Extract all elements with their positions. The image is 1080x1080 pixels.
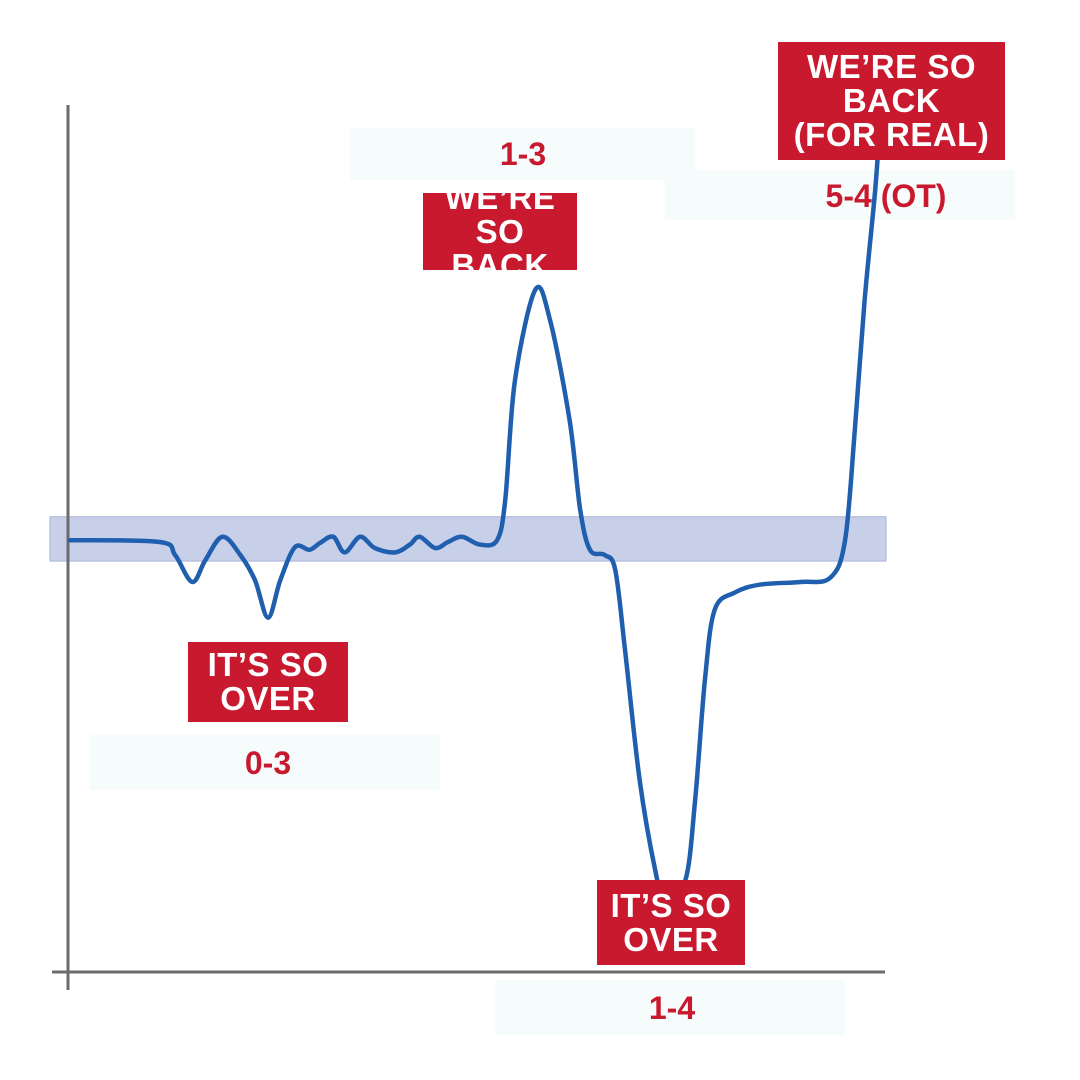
annotation-label-its-so-over-1: IT’S SO OVER xyxy=(188,642,348,722)
score-backdrop xyxy=(495,980,845,1035)
annotation-label-were-so-back-1: WE’RE SO BACK xyxy=(423,180,577,282)
score-1-4: 1-4 xyxy=(648,990,696,1026)
score-backdrop xyxy=(350,128,695,180)
annotation-label-its-so-over-2: IT’S SO OVER xyxy=(597,880,745,965)
label-line: BACK xyxy=(842,82,941,119)
label-line: OVER xyxy=(220,680,316,717)
score-0-3: 0-3 xyxy=(244,745,292,781)
score-5-4-ot: 5-4 (OT) xyxy=(825,178,947,214)
label-line: BACK xyxy=(451,246,549,284)
label-line: WE’RE SO xyxy=(444,178,556,250)
annotation-label-were-so-back-for-real: WE’RE SO BACK (FOR REAL) xyxy=(778,42,1005,160)
score-backdrop xyxy=(90,735,440,790)
label-line: WE’RE SO xyxy=(806,48,977,85)
label-line: OVER xyxy=(623,920,719,958)
sentiment-line xyxy=(67,117,883,903)
label-line: IT’S SO xyxy=(207,646,329,683)
score-1-3: 1-3 xyxy=(499,136,547,172)
label-line: (FOR REAL) xyxy=(793,116,990,153)
label-line: IT’S SO xyxy=(610,886,732,924)
score-backdrop xyxy=(665,170,1015,220)
